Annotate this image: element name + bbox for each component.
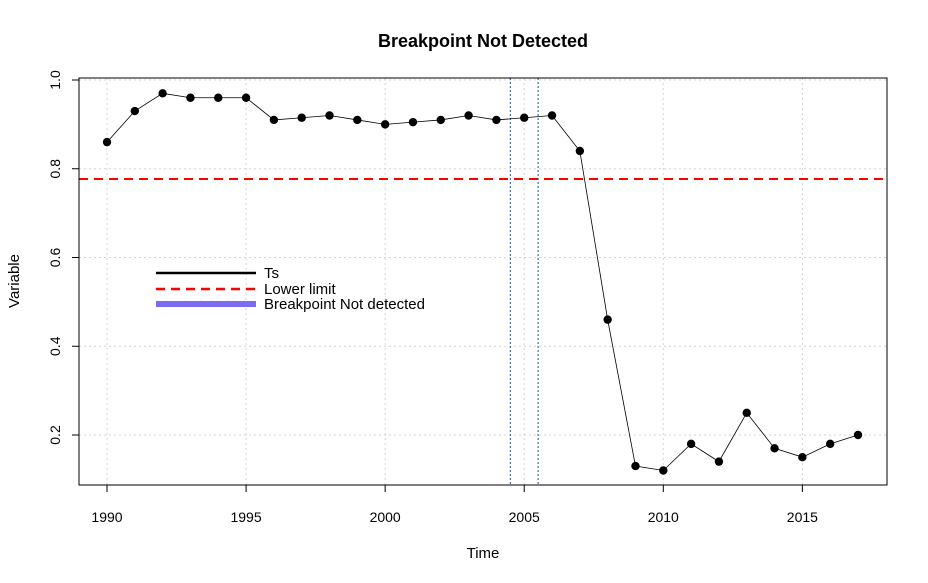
x-tick-label: 2010 (648, 509, 679, 525)
data-point (686, 439, 696, 449)
data-point (631, 461, 640, 471)
y-axis: 0.2 0.4 0.6 0.8 1.0 (47, 70, 79, 445)
y-tick-label: 1.0 (47, 70, 63, 90)
x-axis: 1990 1995 2000 2005 2010 2015 (91, 484, 818, 525)
data-point (130, 106, 140, 116)
data-point (297, 113, 306, 122)
y-axis-title: Variable (6, 254, 23, 308)
data-point (158, 89, 167, 98)
data-point (492, 115, 501, 125)
y-tick-label: 0.8 (47, 159, 63, 179)
grid (79, 78, 887, 485)
data-point (436, 115, 445, 125)
reference-lines (79, 78, 887, 485)
y-tick-label: 0.6 (47, 248, 63, 268)
x-tick-label: 2015 (787, 509, 818, 525)
data-point (547, 111, 557, 120)
data-point (770, 444, 779, 453)
series-line (106, 92, 859, 471)
data-point (353, 115, 362, 125)
data-point (603, 315, 612, 324)
legend-label: Breakpoint Not detected (264, 296, 425, 313)
data-point (798, 452, 807, 462)
x-tick-label: 2000 (370, 509, 401, 525)
legend-label: Ts (264, 265, 279, 282)
data-point (408, 117, 418, 127)
data-point (241, 93, 251, 102)
data-point (575, 146, 585, 156)
x-tick-label: 2005 (509, 509, 540, 525)
data-point (659, 466, 668, 475)
legend-label: Lower limit (264, 281, 337, 298)
data-point (464, 111, 473, 120)
data-point (214, 93, 223, 102)
data-point (520, 113, 529, 122)
data-point (825, 439, 835, 449)
x-tick-label: 1990 (91, 509, 122, 525)
series-layer (102, 89, 863, 475)
data-point (714, 457, 724, 466)
chart-title: Breakpoint Not Detected (378, 31, 588, 51)
data-point (853, 430, 863, 440)
data-point (269, 115, 279, 125)
x-tick-label: 1995 (230, 509, 261, 525)
y-tick-label: 0.2 (47, 425, 63, 445)
data-point (742, 408, 751, 418)
data-point (325, 111, 334, 120)
data-point (380, 120, 390, 129)
y-tick-label: 0.4 (47, 336, 63, 356)
data-point (102, 137, 112, 147)
data-point (186, 93, 195, 102)
plot-frame (78, 77, 888, 486)
x-axis-title: Time (467, 545, 500, 562)
